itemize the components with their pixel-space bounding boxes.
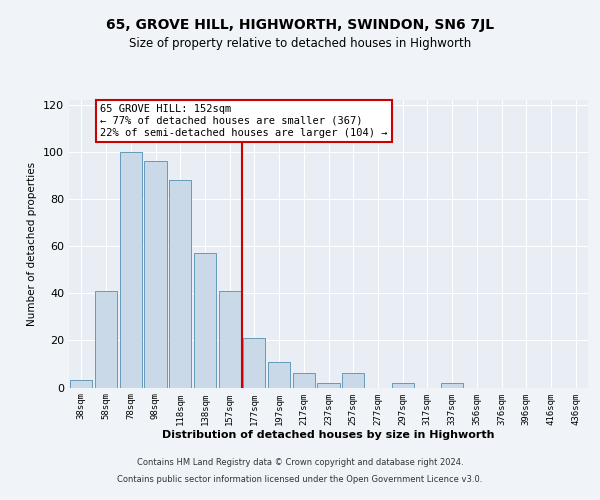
Bar xyxy=(119,152,142,388)
Text: Contains HM Land Registry data © Crown copyright and database right 2024.: Contains HM Land Registry data © Crown c… xyxy=(137,458,463,467)
Bar xyxy=(169,180,191,388)
Bar xyxy=(218,291,241,388)
Bar xyxy=(293,374,315,388)
Bar xyxy=(70,380,92,388)
Bar xyxy=(392,383,414,388)
Bar xyxy=(268,362,290,388)
X-axis label: Distribution of detached houses by size in Highworth: Distribution of detached houses by size … xyxy=(162,430,495,440)
Bar xyxy=(95,291,117,388)
Bar xyxy=(317,383,340,388)
Y-axis label: Number of detached properties: Number of detached properties xyxy=(28,162,37,326)
Text: 65, GROVE HILL, HIGHWORTH, SWINDON, SN6 7JL: 65, GROVE HILL, HIGHWORTH, SWINDON, SN6 … xyxy=(106,18,494,32)
Text: Contains public sector information licensed under the Open Government Licence v3: Contains public sector information licen… xyxy=(118,474,482,484)
Text: 65 GROVE HILL: 152sqm
← 77% of detached houses are smaller (367)
22% of semi-det: 65 GROVE HILL: 152sqm ← 77% of detached … xyxy=(100,104,388,138)
Bar xyxy=(243,338,265,388)
Text: Size of property relative to detached houses in Highworth: Size of property relative to detached ho… xyxy=(129,38,471,51)
Bar xyxy=(194,253,216,388)
Bar xyxy=(441,383,463,388)
Bar xyxy=(145,162,167,388)
Bar xyxy=(342,374,364,388)
